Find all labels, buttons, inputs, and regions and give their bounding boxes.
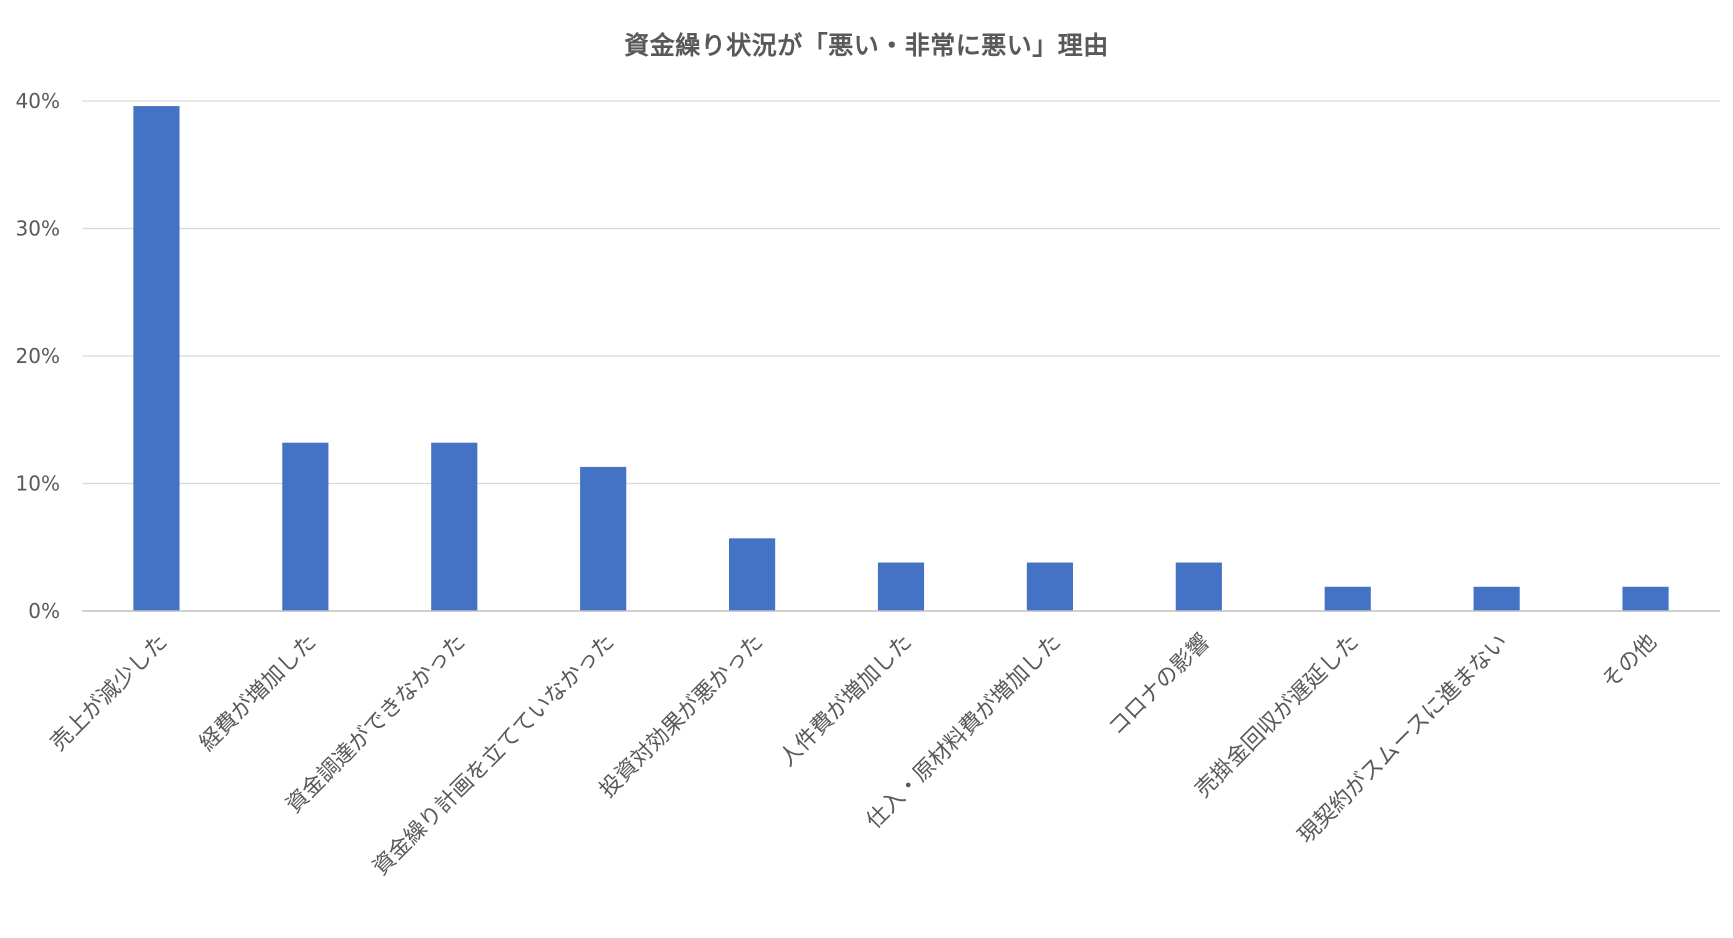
y-tick-label: 0%: [28, 599, 60, 623]
x-category-label: コロナの影響: [1104, 630, 1215, 741]
x-category-label: 投資対効果が悪かった: [595, 630, 768, 803]
y-tick-label: 20%: [16, 344, 60, 368]
bar: [729, 538, 776, 611]
gridlines: [82, 100, 1720, 485]
x-category-label: 人件費が増加した: [775, 630, 917, 772]
x-category-label: 資金繰り計画を立てていなかった: [368, 630, 619, 881]
bar: [431, 442, 478, 611]
bars: [133, 106, 1669, 611]
bar: [1026, 562, 1073, 611]
y-tick-label: 40%: [16, 89, 60, 113]
y-tick-label: 30%: [16, 217, 60, 241]
y-tick-label: 10%: [16, 472, 60, 496]
x-category-label: 売上が減少した: [46, 630, 173, 757]
bar: [133, 106, 180, 611]
x-category-label: 売掛金回収が遅延した: [1191, 630, 1364, 803]
bar: [1175, 562, 1222, 611]
chart-title: 資金繰り状況が「悪い・非常に悪い」理由: [624, 31, 1109, 60]
bar: [877, 562, 925, 611]
bar: [282, 442, 329, 611]
bar: [1473, 586, 1520, 611]
bar: [580, 466, 627, 611]
y-axis-tick-labels: 0% 10% 20% 30% 40%: [16, 89, 60, 623]
bar: [1324, 586, 1371, 611]
x-category-label: その他: [1597, 630, 1661, 694]
x-category-label: 経費が増加した: [195, 630, 322, 757]
bar: [1622, 586, 1669, 611]
x-axis-category-labels: 売上が減少した 経費が増加した資金調達ができなかった資金繰り計画を立てていなかった…: [46, 630, 1662, 881]
